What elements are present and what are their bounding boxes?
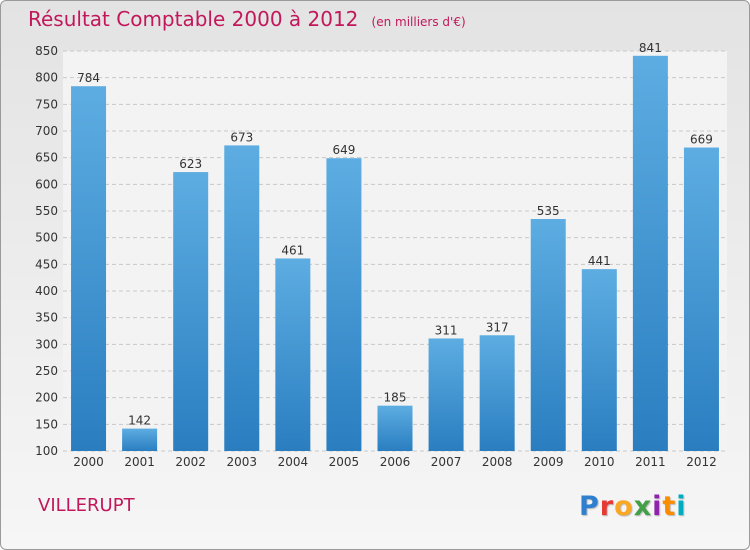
x-tick-label: 2000 xyxy=(73,455,104,469)
chart-title: Résultat Comptable 2000 à 2012 (en milli… xyxy=(28,7,466,31)
y-tick-label: 700 xyxy=(35,124,58,138)
x-tick-label: 2012 xyxy=(686,455,717,469)
logo-letter: x xyxy=(633,491,653,522)
logo-letter: o xyxy=(614,491,634,522)
bar-2012 xyxy=(683,147,719,452)
bar-value-label: 535 xyxy=(537,204,560,218)
x-axis: 2000 2001 2002 2003 2004 2005 2006 2007 2008 2009… xyxy=(73,455,716,469)
bar-value-label: 311 xyxy=(435,323,458,337)
x-tick-label: 2005 xyxy=(329,455,360,469)
bars: 784 142 623 673 461 649 185 311 317 535 441 841 669 xyxy=(71,41,719,452)
bar-2004 xyxy=(275,258,311,451)
chart-title-main: Résultat Comptable 2000 à 2012 xyxy=(28,7,359,31)
bar-2011 xyxy=(632,55,668,452)
y-tick-label: 200 xyxy=(35,391,58,405)
logo-letter: t xyxy=(662,491,677,522)
x-tick-label: 2008 xyxy=(482,455,513,469)
x-tick-label: 2004 xyxy=(278,455,309,469)
x-tick-label: 2009 xyxy=(533,455,564,469)
chart-title-unit: (en milliers d'€) xyxy=(371,15,466,29)
y-tick-label: 250 xyxy=(35,364,58,378)
y-tick-label: 350 xyxy=(35,311,58,325)
x-tick-label: 2001 xyxy=(124,455,155,469)
logo-letter: i xyxy=(652,491,663,522)
y-tick-label: 850 xyxy=(35,44,58,58)
bar-2010 xyxy=(581,269,617,451)
bar-2005 xyxy=(326,158,362,451)
y-tick-label: 100 xyxy=(35,444,58,458)
logo-letter: r xyxy=(599,491,615,522)
bar-2006 xyxy=(377,405,413,451)
x-tick-label: 2011 xyxy=(635,455,666,469)
y-tick-label: 500 xyxy=(35,231,58,245)
x-tick-label: 2006 xyxy=(380,455,411,469)
y-tick-label: 400 xyxy=(35,284,58,298)
bar-value-label: 623 xyxy=(179,157,202,171)
y-tick-label: 600 xyxy=(35,177,58,191)
bar-value-label: 784 xyxy=(77,71,100,85)
y-tick-label: 300 xyxy=(35,337,58,351)
bar-value-label: 673 xyxy=(230,130,253,144)
bar-value-label: 185 xyxy=(384,391,407,405)
y-tick-label: 150 xyxy=(35,417,58,431)
bar-2008 xyxy=(479,335,515,451)
bar-2001 xyxy=(122,428,158,451)
x-tick-label: 2002 xyxy=(175,455,206,469)
bar-value-label: 649 xyxy=(332,143,355,157)
y-tick-label: 750 xyxy=(35,97,58,111)
x-tick-label: 2010 xyxy=(584,455,615,469)
x-tick-label: 2007 xyxy=(431,455,462,469)
proxiti-logo[interactable]: Proxiti xyxy=(579,491,687,522)
place-name: VILLERUPT xyxy=(38,495,135,516)
y-tick-label: 450 xyxy=(35,257,58,271)
bar-value-label: 441 xyxy=(588,254,611,268)
bar-2000 xyxy=(71,86,107,451)
bar-2002 xyxy=(173,172,209,452)
bar-value-label: 669 xyxy=(690,133,713,147)
bar-value-label: 461 xyxy=(281,243,304,257)
logo-letter: i xyxy=(676,491,687,522)
y-axis: 100 150 200 250 300 350 400 450 500 550 600 650 700 7… xyxy=(35,44,58,458)
bar-value-label: 142 xyxy=(128,414,151,428)
bar-2007 xyxy=(428,338,464,451)
y-tick-label: 550 xyxy=(35,204,58,218)
x-tick-label: 2003 xyxy=(226,455,257,469)
y-tick-label: 650 xyxy=(35,151,58,165)
logo-letter: P xyxy=(579,491,600,522)
bar-2009 xyxy=(530,219,566,451)
bar-value-label: 841 xyxy=(639,41,662,55)
bar-value-label: 317 xyxy=(486,320,509,334)
y-tick-label: 800 xyxy=(35,71,58,85)
bar-2003 xyxy=(224,145,260,451)
